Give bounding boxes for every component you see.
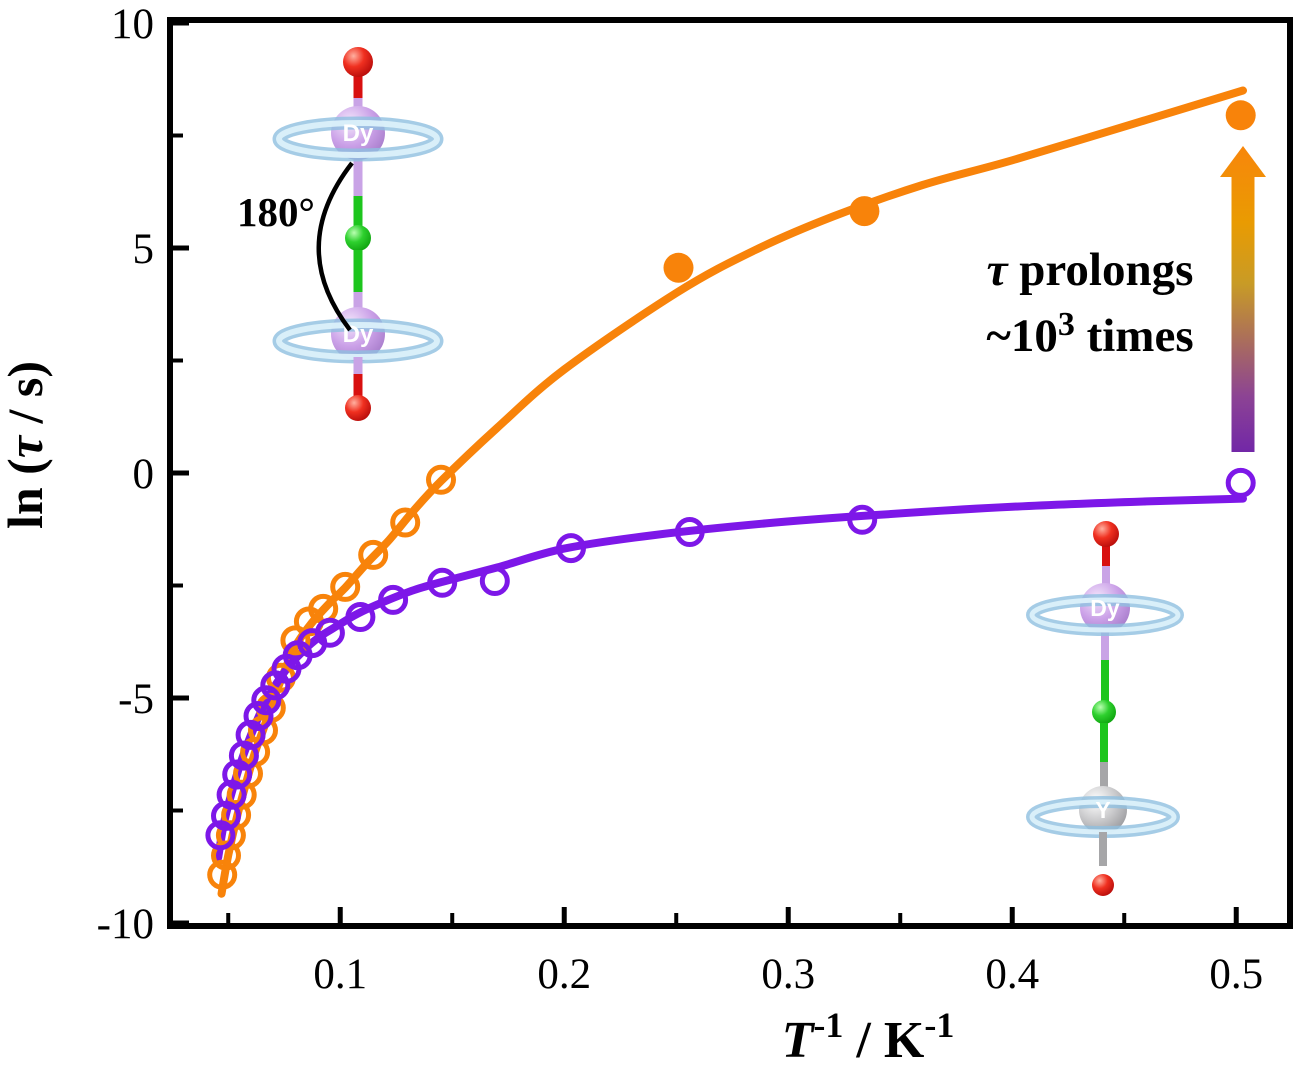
data-point-open-purple-dy-y [378,584,409,615]
data-point-open-orange-dy-dy [207,859,238,890]
oxygen-atom-top [343,47,373,77]
dy-label-top: Dy [343,120,374,147]
data-point-open-purple-dy-y [847,504,878,535]
bridge-atom-green [345,225,371,251]
plot-frame [167,17,1293,929]
dy-label: Dy [1090,595,1120,621]
x-title-mid: / K [843,1012,924,1069]
data-point-open-purple-dy-y [345,602,376,632]
x-tick-label: 0.1 [313,951,367,998]
data-point-open-purple-dy-y [243,701,274,731]
data-point-open-purple-dy-y [1225,467,1256,498]
x-title-sup1: -1 [813,1005,843,1045]
tau-prolongs-arrow [1220,146,1266,452]
data-point-filled-orange-dy-dy [1225,100,1256,131]
y-axis-title: ln (τ / s) [0,361,53,529]
annotation-line2-sup: 3 [1058,306,1075,343]
x-title-base: T [782,1012,816,1069]
x-tick-label: 0.5 [1209,951,1263,998]
x-title-sup2: -1 [924,1005,954,1045]
data-point-open-orange-dy-dy [426,464,456,495]
arrow-shaft [1231,172,1255,452]
data-point-open-orange-dy-dy [221,800,252,830]
y-tick-label: -5 [118,676,154,723]
molecule-dy-y-diluted: Dy Y [1026,521,1184,896]
data-point-open-purple-dy-y [427,567,458,598]
annotation-line1-rest: prolongs [1007,244,1193,296]
angle-label: 180° [237,189,315,235]
oxygen-atom-bottom [1092,874,1114,896]
y-tick-label: 0 [133,451,155,498]
annotation-line2: ~103 times [986,306,1193,362]
data-point-filled-orange-dy-dy [849,196,880,227]
data-point-open-purple-dy-y [216,779,247,810]
data-point-open-orange-dy-dy [215,820,246,851]
annotation-line2-post: times [1075,310,1194,362]
annotation-tau: τ [987,244,1010,296]
data-point-open-purple-dy-y [205,820,236,851]
data-point-open-purple-dy-y [674,517,705,547]
oxygen-atom-bottom [345,395,371,421]
equator-ring-dy-highlight [1029,597,1181,633]
data-point-open-orange-dy-dy [358,539,389,570]
data-point-open-orange-dy-dy [330,571,361,602]
oxygen-atom-top [1093,521,1119,547]
annotation-line2-pre: ~10 [986,310,1057,362]
data-point-filled-orange-dy-dy [663,252,694,283]
fit-curves [214,86,1247,898]
data-point-open-purple-dy-y [251,685,282,716]
y-label: Y [1095,797,1110,823]
angle-arc [316,161,354,332]
molecule-dy-dy-dimer: Dy Dy 180° [237,47,444,421]
y-title-tau: τ [0,434,53,458]
y-tick-label: -10 [97,901,154,948]
x-tick-label: 0.3 [761,951,815,998]
data-point-open-purple-dy-y [479,566,510,596]
equator-ring-top-highlight [276,120,440,158]
x-tick-label: 0.4 [985,951,1039,998]
y-title-pre: ln ( [0,458,53,529]
y-title-post: / s) [0,361,53,436]
axis-ticks [173,20,1239,926]
x-axis-title: T-1 / K-1 [782,1005,955,1069]
data-point-open-orange-dy-dy [390,507,421,538]
data-markers [205,100,1256,890]
axis-tick-labels: 0.1 0.2 0.3 0.4 0.5 -10 -5 0 5 10 [97,1,1263,998]
arrow-head [1220,146,1266,177]
bridge-atom-green [1092,700,1116,724]
y-tick-label: 5 [133,226,155,273]
data-point-open-orange-dy-dy [211,840,241,871]
x-tick-label: 0.2 [537,951,591,998]
data-point-open-purple-dy-y [314,617,345,648]
y-tick-label: 10 [111,1,154,48]
fit-curve-orange-dy-dy [217,86,1247,898]
annotation-line1: τ prolongs [987,244,1194,296]
data-point-open-purple-dy-y [222,759,253,790]
data-point-open-purple-dy-y [556,533,586,564]
